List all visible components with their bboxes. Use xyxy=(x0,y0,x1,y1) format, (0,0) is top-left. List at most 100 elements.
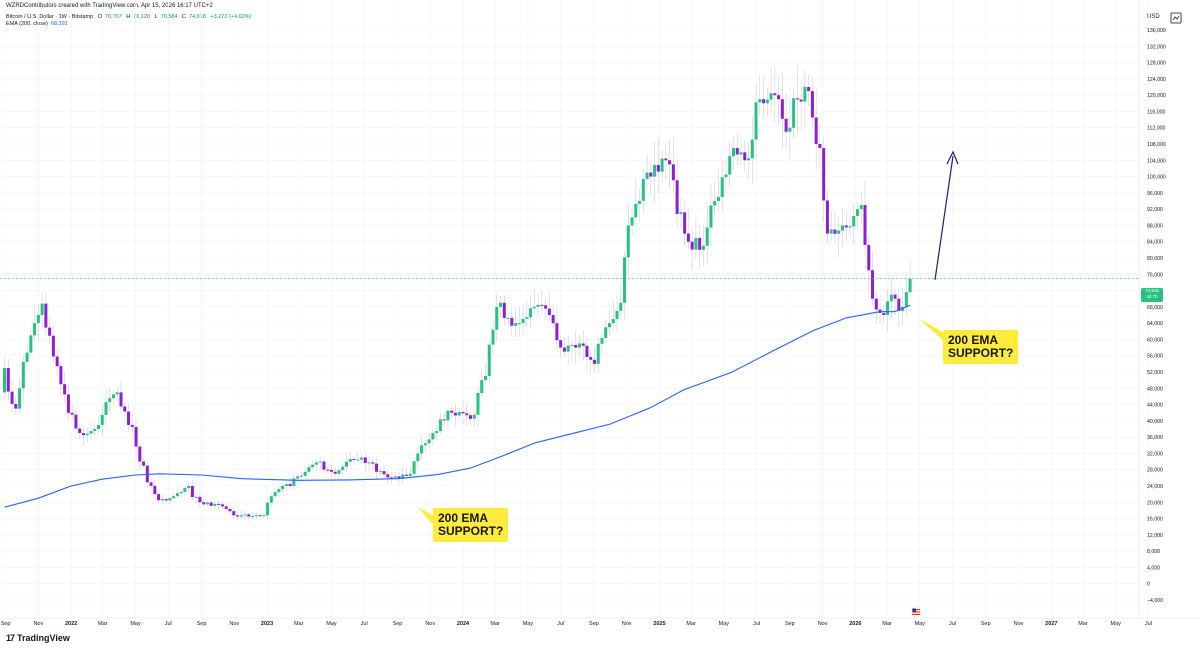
candle[interactable] xyxy=(232,506,236,520)
candle[interactable] xyxy=(138,442,142,469)
candle[interactable] xyxy=(747,142,751,180)
candle[interactable] xyxy=(855,201,859,228)
candle[interactable] xyxy=(893,287,897,315)
candle[interactable] xyxy=(596,337,600,374)
candle[interactable] xyxy=(833,211,837,243)
candle[interactable] xyxy=(529,296,533,329)
candle[interactable] xyxy=(683,200,687,247)
candle[interactable] xyxy=(273,489,277,501)
candle[interactable] xyxy=(243,510,247,520)
candle[interactable] xyxy=(112,390,116,405)
candle[interactable] xyxy=(592,348,596,373)
candle[interactable] xyxy=(341,463,345,476)
candle[interactable] xyxy=(675,158,679,227)
candle[interactable] xyxy=(209,499,213,508)
candle[interactable] xyxy=(78,424,82,440)
candle[interactable] xyxy=(427,432,431,449)
candle[interactable] xyxy=(435,426,439,441)
candle[interactable] xyxy=(867,235,871,292)
candle[interactable] xyxy=(123,402,127,419)
candle[interactable] xyxy=(378,466,382,476)
candle[interactable] xyxy=(142,457,146,469)
candle[interactable] xyxy=(213,500,217,509)
candle[interactable] xyxy=(311,460,315,470)
candle[interactable] xyxy=(758,74,762,116)
candle[interactable] xyxy=(859,190,863,225)
candle[interactable] xyxy=(472,410,476,428)
candle[interactable] xyxy=(149,475,153,489)
candle[interactable] xyxy=(266,497,270,519)
candle[interactable] xyxy=(262,513,266,519)
candle[interactable] xyxy=(134,419,138,453)
candle[interactable] xyxy=(296,473,300,483)
candle[interactable] xyxy=(202,499,206,507)
candle[interactable] xyxy=(326,467,330,474)
candle[interactable] xyxy=(506,311,510,328)
candle[interactable] xyxy=(322,456,326,474)
candle[interactable] xyxy=(871,250,875,306)
candle[interactable] xyxy=(705,205,709,266)
candle[interactable] xyxy=(239,510,243,520)
candle[interactable] xyxy=(863,180,867,256)
candle[interactable] xyxy=(356,452,360,466)
candle[interactable] xyxy=(788,102,792,157)
candle[interactable] xyxy=(281,483,285,493)
candle[interactable] xyxy=(59,360,63,398)
candle[interactable] xyxy=(115,386,119,402)
candle[interactable] xyxy=(160,493,164,506)
candle[interactable] xyxy=(735,131,739,166)
candle[interactable] xyxy=(882,305,886,323)
candle[interactable] xyxy=(585,336,589,371)
candle[interactable] xyxy=(551,305,555,329)
candle[interactable] xyxy=(318,455,322,471)
candle[interactable] xyxy=(476,386,480,427)
candle[interactable] xyxy=(668,139,672,189)
candle[interactable] xyxy=(754,83,758,160)
candle[interactable] xyxy=(777,76,781,125)
candle[interactable] xyxy=(337,466,341,481)
candle[interactable] xyxy=(799,88,803,131)
candle[interactable] xyxy=(100,405,104,435)
candle[interactable] xyxy=(217,500,221,510)
candle[interactable] xyxy=(21,354,25,399)
candle[interactable] xyxy=(536,293,540,316)
candle[interactable] xyxy=(645,154,649,189)
candle[interactable] xyxy=(660,149,664,183)
candle[interactable] xyxy=(6,358,10,401)
candle[interactable] xyxy=(363,453,367,471)
candle[interactable] xyxy=(81,425,85,446)
candle[interactable] xyxy=(690,229,694,271)
candle[interactable] xyxy=(814,88,818,171)
candle[interactable] xyxy=(525,301,529,328)
candle[interactable] xyxy=(36,303,40,341)
candle[interactable] xyxy=(750,117,754,185)
candle[interactable] xyxy=(581,330,585,361)
candle[interactable] xyxy=(499,295,503,318)
candle[interactable] xyxy=(344,453,348,472)
gear-icon[interactable] xyxy=(1169,11,1183,25)
candle[interactable] xyxy=(502,295,506,326)
candle[interactable] xyxy=(728,142,732,187)
candle[interactable] xyxy=(562,336,566,357)
candle[interactable] xyxy=(258,512,262,521)
candle[interactable] xyxy=(547,292,551,322)
candle[interactable] xyxy=(521,303,525,335)
candle[interactable] xyxy=(438,412,442,435)
candle[interactable] xyxy=(412,457,416,477)
candle[interactable] xyxy=(457,407,461,419)
candle[interactable] xyxy=(390,472,394,483)
candle[interactable] xyxy=(382,465,386,478)
ema-legend[interactable]: EMA (200, close) 68,392 xyxy=(6,21,71,27)
candle[interactable] xyxy=(348,451,352,467)
candle[interactable] xyxy=(886,289,890,332)
candle[interactable] xyxy=(807,74,811,107)
candle[interactable] xyxy=(63,371,67,403)
candle[interactable] xyxy=(48,316,52,344)
candle[interactable] xyxy=(314,459,318,472)
candle[interactable] xyxy=(510,307,514,335)
candle[interactable] xyxy=(450,406,454,419)
candle[interactable] xyxy=(679,198,683,229)
candle[interactable] xyxy=(694,217,698,260)
candle[interactable] xyxy=(544,298,548,321)
